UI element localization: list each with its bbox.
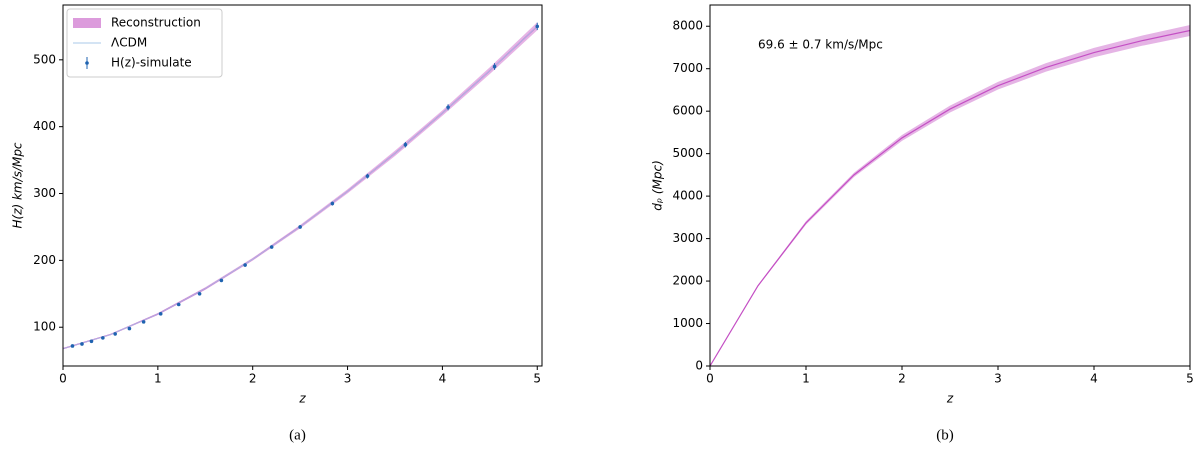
annotation: 69.6 ± 0.7 km/s/Mpc xyxy=(758,38,883,52)
y-tick-label: 1000 xyxy=(672,316,703,330)
confidence-band xyxy=(710,24,1190,366)
axes-frame xyxy=(709,4,1191,367)
y-tick-label: 400 xyxy=(33,119,56,133)
y-tick-label: 500 xyxy=(33,52,56,66)
plot-area xyxy=(63,22,540,350)
data-point xyxy=(70,344,75,348)
legend-symbol xyxy=(85,61,89,65)
data-point xyxy=(127,326,132,331)
x-tick-label: 1 xyxy=(154,372,162,386)
x-tick-label: 3 xyxy=(994,372,1002,386)
x-tick-label: 5 xyxy=(533,372,541,386)
x-tick-label: 0 xyxy=(59,372,67,386)
y-axis-label: H(z) km/s/Mpc xyxy=(11,142,25,228)
data-point xyxy=(269,245,274,249)
x-tick-label: 0 xyxy=(706,372,714,386)
legend-label: H(z)-simulate xyxy=(111,56,192,70)
y-tick-label: 100 xyxy=(33,320,56,334)
x-tick-label: 2 xyxy=(898,372,906,386)
legend-box xyxy=(66,8,223,78)
data-point xyxy=(492,64,497,69)
y-tick-label: 300 xyxy=(33,186,56,200)
data-point xyxy=(158,312,163,316)
y-tick-label: 2000 xyxy=(672,274,703,288)
x-tick-label: 5 xyxy=(1186,372,1194,386)
y-tick-label: 6000 xyxy=(672,104,703,118)
line xyxy=(710,29,1190,366)
x-tick-label: 4 xyxy=(1090,372,1098,386)
axes-frame xyxy=(62,4,543,367)
legend-label: Reconstruction xyxy=(111,16,201,30)
caption: (a) xyxy=(289,427,306,443)
data-point xyxy=(330,201,335,206)
caption: (b) xyxy=(936,427,954,443)
y-tick-label: 8000 xyxy=(672,19,703,33)
legend-symbol xyxy=(73,18,101,28)
data-point xyxy=(141,320,146,324)
x-tick-label: 3 xyxy=(344,372,352,386)
y-tick-label: 7000 xyxy=(672,61,703,75)
y-tick-label: 200 xyxy=(33,253,56,267)
y-tick-label: 4000 xyxy=(672,189,703,203)
x-axis-label: z xyxy=(946,392,954,406)
data-point xyxy=(446,105,450,110)
y-tick-label: 3000 xyxy=(672,231,703,245)
x-tick-label: 2 xyxy=(249,372,257,386)
x-tick-label: 1 xyxy=(802,372,810,386)
data-point xyxy=(113,332,117,336)
data-point xyxy=(101,336,105,340)
data-point xyxy=(535,24,540,29)
y-tick-label: 0 xyxy=(695,359,703,373)
x-axis-label: z xyxy=(298,392,306,406)
data-point xyxy=(89,339,94,344)
data-point xyxy=(219,278,224,283)
data-point xyxy=(176,302,181,307)
y-tick-label: 5000 xyxy=(672,146,703,160)
data-point xyxy=(80,342,84,346)
data-point xyxy=(243,263,247,267)
data-point xyxy=(365,174,370,178)
data-point xyxy=(197,292,202,296)
plot-area xyxy=(710,24,1190,366)
legend-label: ΛCDM xyxy=(111,36,147,50)
data-point xyxy=(298,225,302,229)
data-point xyxy=(403,142,408,147)
y-axis-label: dₚ (Mpc) xyxy=(651,160,665,211)
x-tick-label: 4 xyxy=(439,372,447,386)
